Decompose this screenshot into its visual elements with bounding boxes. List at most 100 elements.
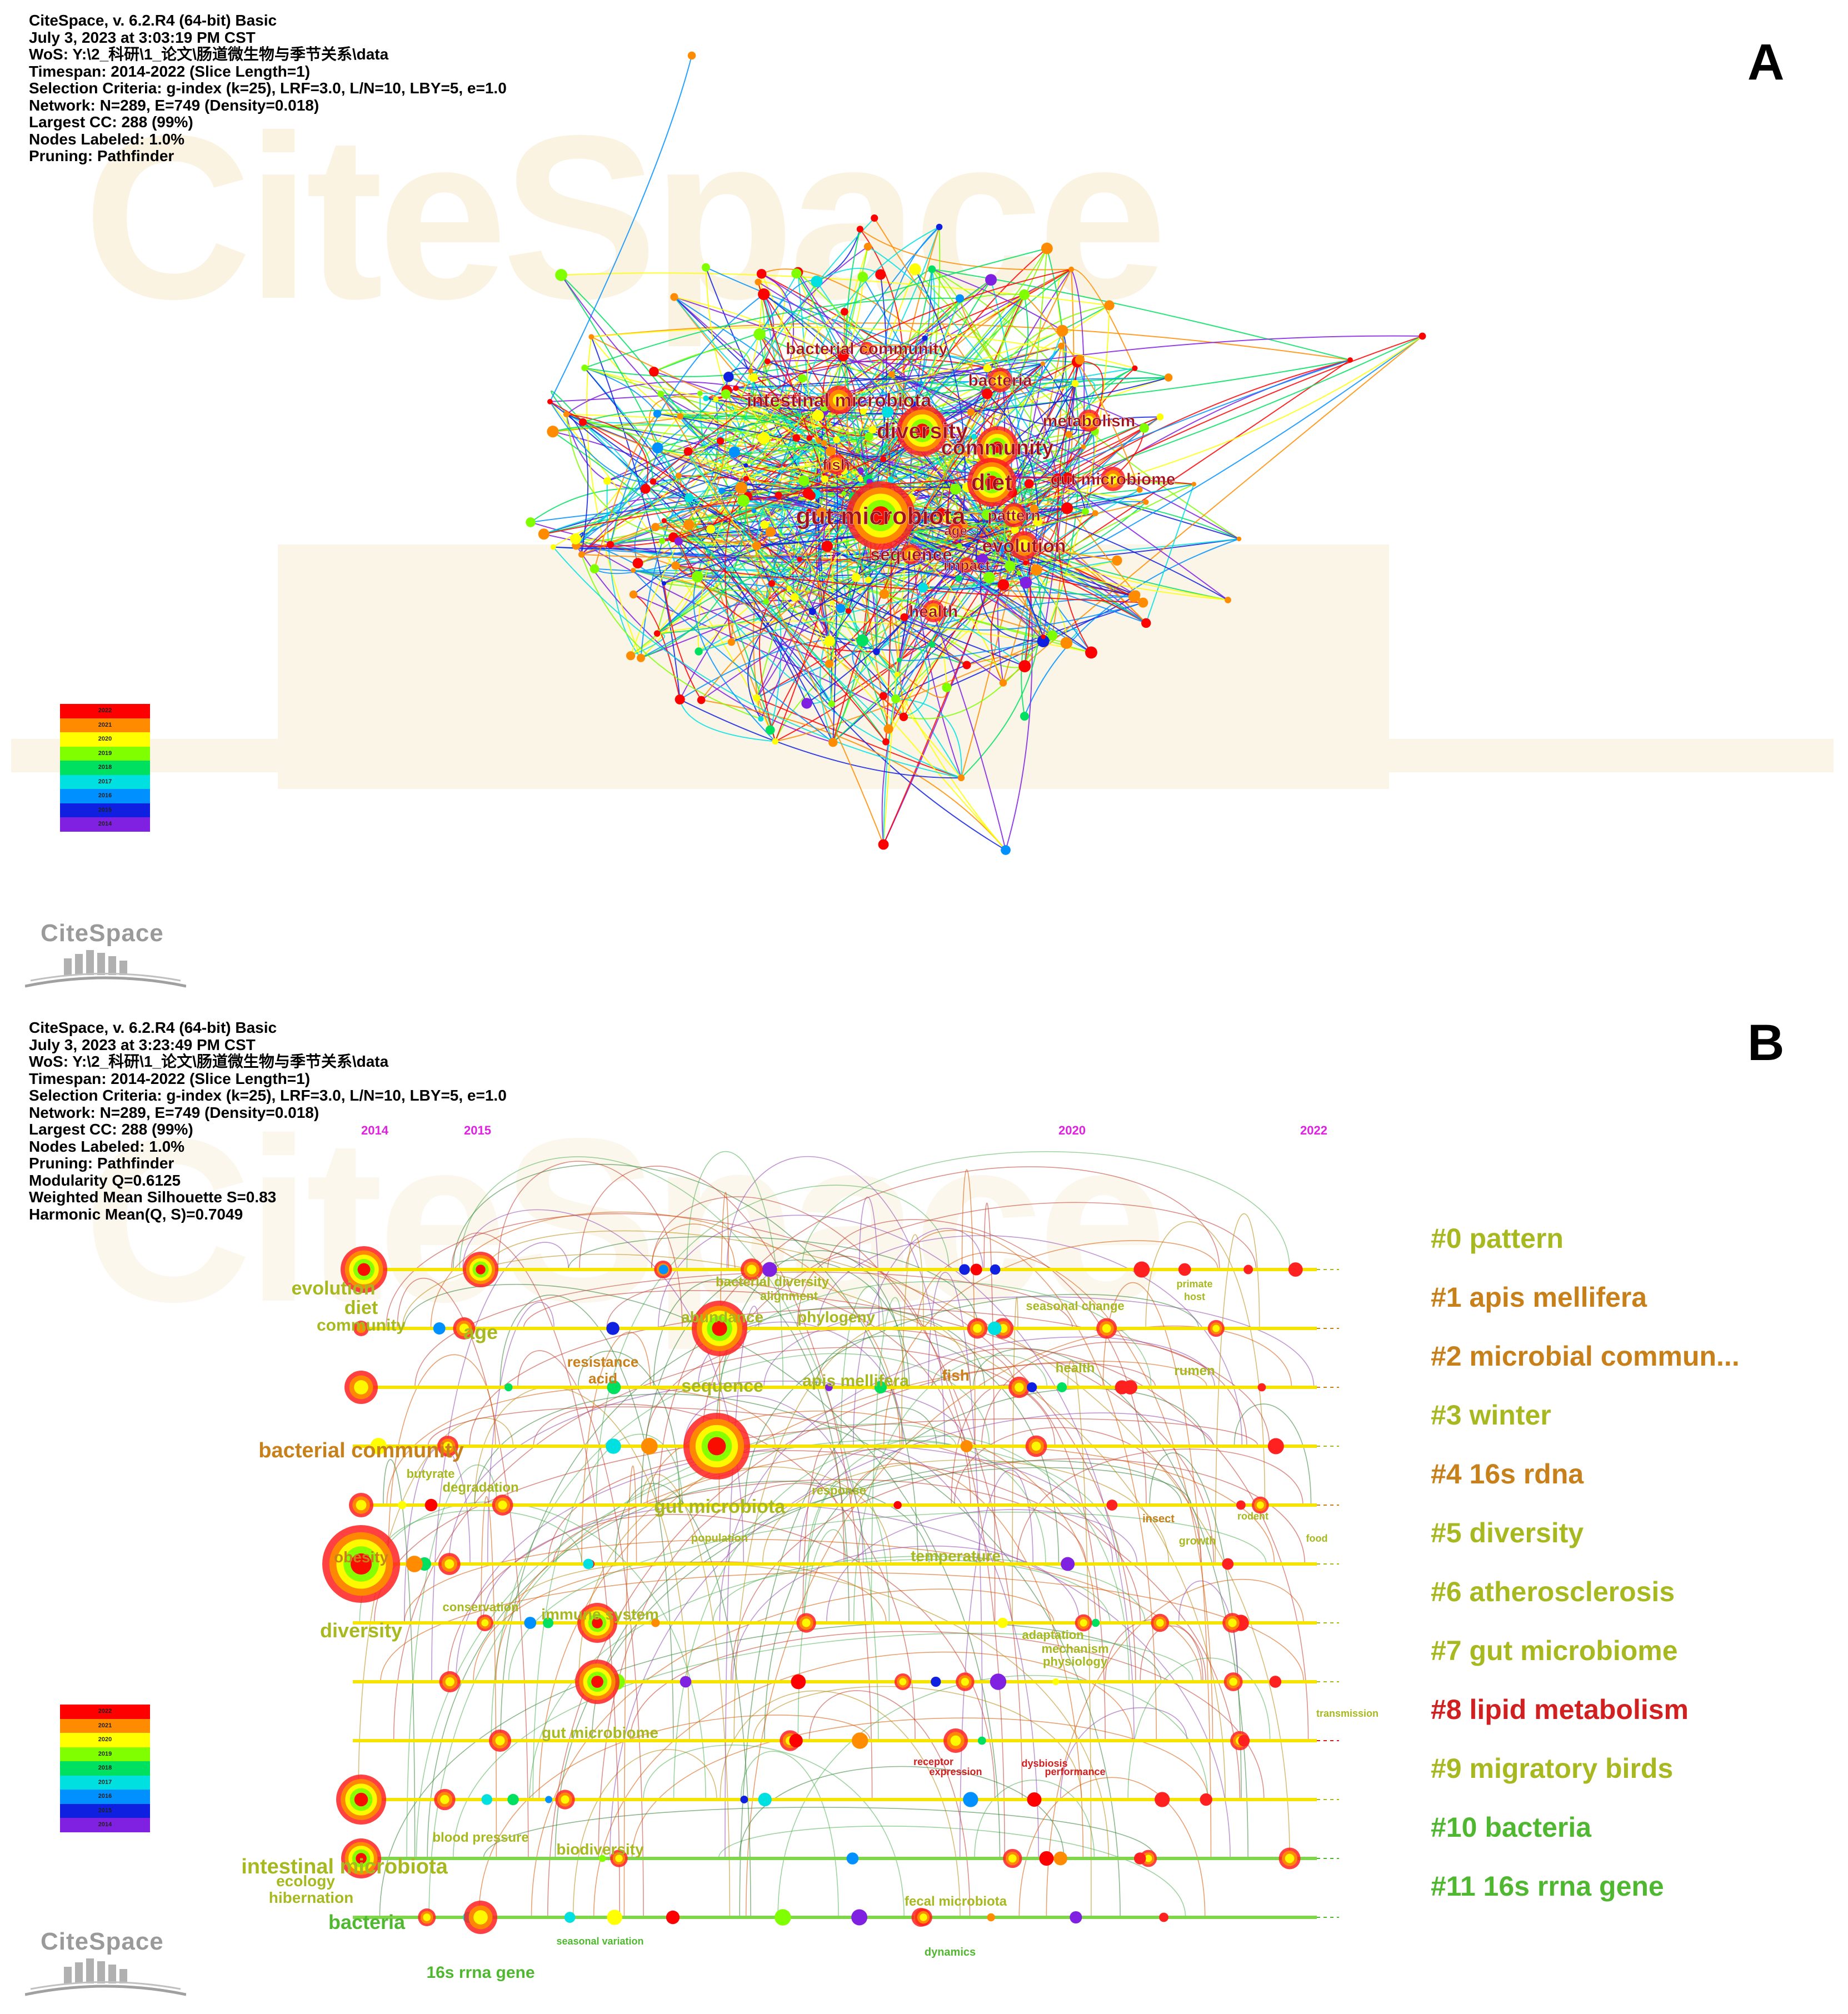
network-edge — [1057, 359, 1092, 653]
timeline-keyword-label: phylogeny — [797, 1308, 875, 1326]
timeline-keyword-label: adaptation — [1022, 1628, 1083, 1642]
timeline-node — [997, 1617, 1008, 1628]
network-edge — [553, 483, 1194, 549]
network-node — [983, 571, 995, 584]
timeline-node — [1070, 1911, 1082, 1924]
network-edge — [700, 392, 886, 509]
network-edge — [1001, 380, 1033, 851]
network-node — [1011, 526, 1019, 534]
keyword-label: evolution — [982, 536, 1066, 557]
timeline-major-node — [344, 1371, 378, 1404]
keyword-label: bacteria — [968, 372, 1032, 390]
network-node — [828, 700, 835, 708]
network-edge — [552, 426, 654, 482]
network-edge — [687, 451, 897, 675]
timeline-keyword-label: insect — [1142, 1513, 1175, 1525]
network-edge — [660, 393, 884, 845]
network-edge — [697, 405, 778, 652]
network-edge — [896, 540, 991, 674]
network-edge — [693, 576, 776, 742]
network-edge — [888, 559, 1117, 729]
timeline-edge — [406, 1464, 498, 1859]
network-node — [578, 551, 585, 558]
timeline-edge — [817, 1235, 1243, 1447]
timeline-edge — [495, 1445, 1275, 1682]
timeline-edge — [593, 1651, 1133, 1918]
network-node — [658, 537, 666, 544]
network-node — [811, 276, 823, 288]
timeline-node — [1133, 1261, 1150, 1278]
network-node — [900, 613, 908, 622]
network-node — [1132, 365, 1138, 371]
network-node — [1016, 571, 1022, 576]
timeline-edge — [658, 1166, 1220, 1506]
major-keyword-node — [1078, 409, 1100, 432]
network-node — [833, 436, 841, 444]
network-edge — [663, 520, 887, 742]
network-edge — [747, 496, 959, 579]
network-node — [937, 508, 946, 517]
timeline-node — [1267, 1438, 1284, 1455]
major-keyword-node — [1010, 531, 1038, 560]
timeline-node — [545, 1796, 553, 1803]
timeline-node — [598, 1855, 606, 1862]
timeline-node — [1222, 1613, 1242, 1633]
network-node — [581, 364, 588, 372]
network-edge — [673, 296, 870, 437]
timeline-edge — [568, 1236, 979, 1329]
network-node — [671, 561, 680, 570]
timeline-major-node — [341, 1246, 387, 1293]
timeline-node — [453, 1317, 476, 1340]
network-node — [706, 524, 716, 534]
timeline-edge — [431, 1242, 570, 1682]
network-edge — [753, 510, 1025, 667]
network-edge — [980, 559, 1043, 642]
timeline-node — [606, 1322, 620, 1335]
network-node — [816, 507, 827, 518]
timeline-edge — [1233, 1403, 1312, 1506]
network-node — [857, 467, 864, 473]
network-edge — [806, 383, 1076, 704]
timeline-node — [1133, 1852, 1146, 1865]
timeline-node — [1200, 1793, 1212, 1806]
meta-line: Selection Criteria: g-index (k=25), LRF=… — [29, 1087, 507, 1104]
timeline-edge — [1012, 1296, 1018, 1623]
timeline-nodes — [322, 1246, 1303, 1934]
timeline-node — [439, 1671, 461, 1693]
panel-a: CiteSpace CiteSpace, v. 6.2.R4 (64-bit) … — [0, 0, 1848, 997]
network-edge — [867, 246, 1058, 478]
year-tick: 2015 — [464, 1123, 491, 1137]
keyword-label: gut microbiota — [796, 502, 966, 529]
network-node — [737, 494, 750, 507]
network-node — [792, 434, 801, 442]
timeline-edge — [808, 1690, 971, 1918]
network-edge — [688, 498, 1006, 851]
timeline-node — [481, 1794, 492, 1805]
timeline-node — [505, 1383, 513, 1392]
timeline-edge — [427, 1481, 930, 1859]
network-edge — [903, 617, 930, 718]
timeline-node — [1238, 1735, 1250, 1747]
network-node — [909, 263, 921, 276]
legend-cell: 2016 — [60, 1790, 150, 1804]
timeline-node — [791, 1674, 806, 1690]
network-edge — [990, 584, 1004, 683]
timeline-edge — [738, 1766, 1065, 1859]
timeline-edge — [673, 1440, 1046, 1800]
network-edge — [591, 336, 681, 700]
network-edge — [687, 451, 897, 675]
timeline-node — [1278, 1847, 1301, 1870]
network-edge — [775, 564, 977, 742]
network-node — [653, 630, 661, 637]
timeline-major-node — [336, 1775, 386, 1825]
network-edge — [561, 274, 746, 466]
timeline-node — [1236, 1500, 1246, 1510]
network-node — [824, 636, 835, 647]
network-edge — [731, 521, 1024, 643]
network-node — [821, 475, 829, 483]
meta-line: Weighted Mean Silhouette S=0.83 — [29, 1188, 277, 1206]
network-edges — [530, 55, 1423, 851]
timeline-keyword-label: fish — [942, 1367, 970, 1384]
network-edge — [753, 279, 992, 378]
network-edge — [747, 485, 1086, 512]
